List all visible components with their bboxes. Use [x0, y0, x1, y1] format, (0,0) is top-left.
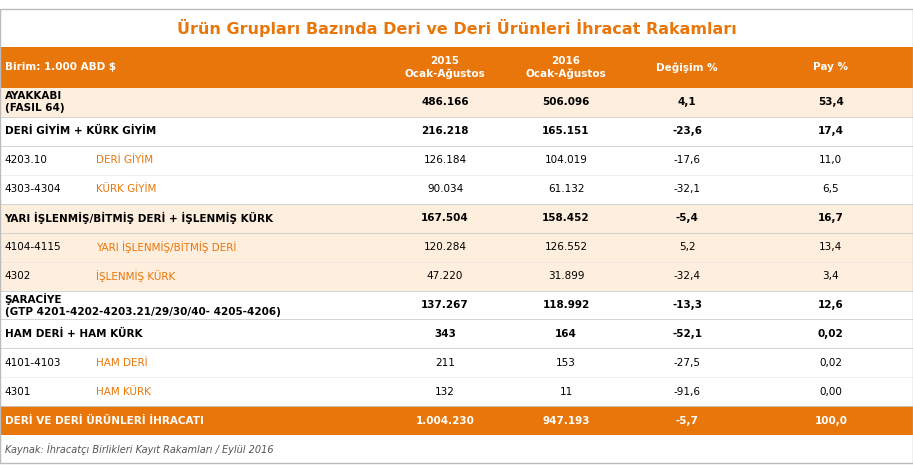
Bar [0, 406, 913, 435]
Text: -32,1: -32,1 [674, 184, 700, 194]
Text: 0,00: 0,00 [819, 387, 843, 397]
Text: ŞARACİYE
(GTP 4201-4202-4203.21/29/30/40- 4205-4206): ŞARACİYE (GTP 4201-4202-4203.21/29/30/40… [5, 293, 280, 317]
Text: İŞLENMİŞ KÜRK: İŞLENMİŞ KÜRK [96, 270, 175, 282]
Text: 137.267: 137.267 [421, 300, 469, 310]
Text: -32,4: -32,4 [674, 271, 700, 281]
Text: 167.504: 167.504 [421, 213, 469, 223]
Text: 506.096: 506.096 [542, 97, 590, 108]
Text: HAM DERİ: HAM DERİ [96, 358, 148, 368]
Text: -5,4: -5,4 [676, 213, 698, 223]
Bar [0, 233, 913, 262]
Text: Ürün Grupları Bazında Deri ve Deri Ürünleri İhracat Rakamları: Ürün Grupları Bazında Deri ve Deri Ürünl… [176, 19, 737, 37]
Bar [0, 262, 913, 291]
Text: 0,02: 0,02 [818, 329, 844, 339]
Text: Pay %: Pay % [813, 62, 848, 73]
Text: DERİ VE DERİ ÜRÜNLERİ İHRACATI: DERİ VE DERİ ÜRÜNLERİ İHRACATI [5, 416, 204, 426]
Text: 343: 343 [435, 329, 456, 339]
Text: 216.218: 216.218 [421, 126, 469, 136]
Bar [0, 88, 913, 117]
Text: KÜRK GİYİM: KÜRK GİYİM [96, 184, 156, 194]
Text: 31.899: 31.899 [548, 271, 584, 281]
Text: 5,2: 5,2 [678, 242, 696, 252]
Text: -91,6: -91,6 [674, 387, 700, 397]
Text: YARI İŞLENMİŞ/BİTMİŞ DERİ: YARI İŞLENMİŞ/BİTMİŞ DERİ [96, 241, 236, 253]
Text: 118.992: 118.992 [542, 300, 590, 310]
Bar [0, 348, 913, 377]
Text: 126.552: 126.552 [544, 242, 588, 252]
Bar [0, 320, 913, 348]
Text: 158.452: 158.452 [542, 213, 590, 223]
Bar [0, 291, 913, 320]
Text: 4101-4103: 4101-4103 [5, 358, 61, 368]
Text: Birim: 1.000 ABD $: Birim: 1.000 ABD $ [5, 62, 116, 73]
Text: 0,02: 0,02 [819, 358, 843, 368]
Text: 12,6: 12,6 [818, 300, 844, 310]
Text: DERİ GİYİM: DERİ GİYİM [96, 155, 153, 165]
Text: 164: 164 [555, 329, 577, 339]
Text: 486.166: 486.166 [421, 97, 469, 108]
Text: AYAKKABI
(FASIL 64): AYAKKABI (FASIL 64) [5, 91, 64, 113]
Text: 132: 132 [436, 387, 455, 397]
Text: 4303-4304: 4303-4304 [5, 184, 61, 194]
Text: 165.151: 165.151 [542, 126, 590, 136]
Text: 100,0: 100,0 [814, 416, 847, 426]
Text: 4104-4115: 4104-4115 [5, 242, 61, 252]
Text: 16,7: 16,7 [818, 213, 844, 223]
Text: 6,5: 6,5 [823, 184, 839, 194]
Text: 4302: 4302 [5, 271, 31, 281]
Text: HAM KÜRK: HAM KÜRK [96, 387, 151, 397]
Bar [0, 47, 913, 88]
Text: 4203.10: 4203.10 [5, 155, 47, 165]
Bar [0, 377, 913, 406]
Text: 126.184: 126.184 [424, 155, 467, 165]
Bar [0, 146, 913, 175]
Text: YARI İŞLENMİŞ/BİTMİŞ DERİ + İŞLENMİŞ KÜRK: YARI İŞLENMİŞ/BİTMİŞ DERİ + İŞLENMİŞ KÜR… [5, 212, 274, 224]
Text: 53,4: 53,4 [818, 97, 844, 108]
Bar [0, 175, 913, 204]
Text: 11: 11 [560, 387, 572, 397]
Bar [0, 204, 913, 233]
Text: 4301: 4301 [5, 387, 31, 397]
Text: -5,7: -5,7 [676, 416, 698, 426]
Text: 120.284: 120.284 [424, 242, 467, 252]
Text: Değişim %: Değişim % [656, 62, 718, 73]
Text: 17,4: 17,4 [818, 126, 844, 136]
Text: 1.004.230: 1.004.230 [415, 416, 475, 426]
Text: 2016
Ocak-Ağustos: 2016 Ocak-Ağustos [526, 56, 606, 79]
Text: 211: 211 [436, 358, 455, 368]
Text: 4,1: 4,1 [677, 97, 697, 108]
Text: 3,4: 3,4 [823, 271, 839, 281]
Text: 11,0: 11,0 [819, 155, 843, 165]
Text: -52,1: -52,1 [672, 329, 702, 339]
Text: 61.132: 61.132 [548, 184, 584, 194]
Text: -17,6: -17,6 [674, 155, 700, 165]
Text: HAM DERİ + HAM KÜRK: HAM DERİ + HAM KÜRK [5, 329, 142, 339]
Bar [0, 117, 913, 146]
Text: -23,6: -23,6 [672, 126, 702, 136]
Text: 104.019: 104.019 [545, 155, 587, 165]
Text: 153: 153 [556, 358, 576, 368]
Text: 13,4: 13,4 [819, 242, 843, 252]
Text: -27,5: -27,5 [674, 358, 700, 368]
Text: DERİ GİYİM + KÜRK GİYİM: DERİ GİYİM + KÜRK GİYİM [5, 126, 156, 137]
Text: -13,3: -13,3 [672, 300, 702, 310]
Text: 947.193: 947.193 [542, 416, 590, 426]
Text: 90.034: 90.034 [427, 184, 463, 194]
Text: Kaynak: İhracatçı Birlikleri Kayıt Rakamları / Eylül 2016: Kaynak: İhracatçı Birlikleri Kayıt Rakam… [5, 443, 273, 455]
Text: 2015
Ocak-Ağustos: 2015 Ocak-Ağustos [404, 56, 486, 79]
Text: 47.220: 47.220 [427, 271, 463, 281]
